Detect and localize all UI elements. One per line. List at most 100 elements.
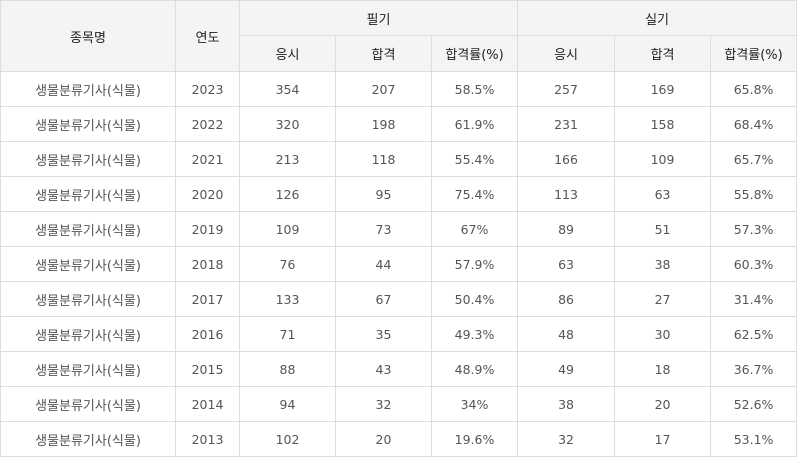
cell-practical-applicants: 49	[517, 351, 616, 387]
cell-practical-pass-rate: 60.3%	[710, 246, 797, 282]
cell-practical-passed: 158	[614, 106, 712, 142]
header-written-passed: 합격	[335, 35, 432, 72]
cell-written-passed: 73	[335, 211, 432, 247]
cell-written-pass-rate: 49.3%	[430, 316, 519, 352]
cell-written-pass-rate: 67%	[430, 211, 519, 247]
cell-written-pass-rate: 75.4%	[430, 176, 519, 212]
cell-practical-passed: 51	[614, 211, 712, 247]
header-practical: 실기	[517, 0, 797, 36]
cell-written-pass-rate: 50.4%	[430, 281, 519, 317]
header-subject: 종목명	[0, 0, 176, 72]
cell-practical-pass-rate: 36.7%	[710, 351, 797, 387]
cell-written-applicants: 71	[239, 316, 336, 352]
cell-subject: 생물분류기사(식물)	[0, 176, 176, 212]
cell-practical-pass-rate: 57.3%	[710, 211, 797, 247]
cell-year: 2016	[175, 316, 240, 352]
table-row: 생물분류기사(식물) 2022 320 198 61.9% 231 158 68.4%	[0, 106, 797, 142]
header-written-applicants: 응시	[239, 35, 336, 72]
cell-year: 2015	[175, 351, 240, 387]
header-written: 필기	[238, 0, 519, 36]
header-practical-pass-rate: 합격률(%)	[710, 35, 797, 72]
table-row: 생물분류기사(식물) 2018 76 44 57.9% 63 38 60.3%	[0, 246, 797, 282]
cell-written-pass-rate: 48.9%	[430, 351, 519, 387]
cell-subject: 생물분류기사(식물)	[0, 71, 176, 107]
cell-practical-passed: 63	[614, 176, 712, 212]
cell-written-pass-rate: 34%	[430, 386, 519, 422]
cell-written-applicants: 109	[239, 211, 336, 247]
cell-written-passed: 20	[335, 421, 432, 457]
cell-written-applicants: 320	[239, 106, 336, 142]
cell-written-passed: 207	[335, 71, 432, 107]
cell-subject: 생물분류기사(식물)	[0, 281, 176, 317]
cell-practical-passed: 18	[614, 351, 712, 387]
cell-practical-applicants: 86	[517, 281, 616, 317]
header-written-pass-rate: 합격률(%)	[430, 35, 519, 72]
table-row: 생물분류기사(식물) 2019 109 73 67% 89 51 57.3%	[0, 211, 797, 247]
cell-written-pass-rate: 61.9%	[430, 106, 519, 142]
cell-subject: 생물분류기사(식물)	[0, 386, 176, 422]
cell-practical-applicants: 231	[517, 106, 616, 142]
cell-subject: 생물분류기사(식물)	[0, 106, 176, 142]
cell-year: 2020	[175, 176, 240, 212]
cell-year: 2022	[175, 106, 240, 142]
table-row: 생물분류기사(식물) 2016 71 35 49.3% 48 30 62.5%	[0, 316, 797, 352]
cell-written-passed: 43	[335, 351, 432, 387]
cell-practical-applicants: 257	[517, 71, 616, 107]
cell-written-applicants: 76	[239, 246, 336, 282]
cell-practical-passed: 20	[614, 386, 712, 422]
cell-written-applicants: 213	[239, 141, 336, 177]
cell-subject: 생물분류기사(식물)	[0, 246, 176, 282]
cell-year: 2014	[175, 386, 240, 422]
cell-practical-applicants: 63	[517, 246, 616, 282]
cell-practical-passed: 109	[614, 141, 712, 177]
cell-practical-applicants: 38	[517, 386, 616, 422]
cell-year: 2017	[175, 281, 240, 317]
cell-practical-applicants: 113	[517, 176, 616, 212]
table-row: 생물분류기사(식물) 2013 102 20 19.6% 32 17 53.1%	[0, 421, 797, 457]
cell-practical-pass-rate: 53.1%	[710, 421, 797, 457]
cell-practical-applicants: 32	[517, 421, 616, 457]
cell-written-passed: 35	[335, 316, 432, 352]
cell-subject: 생물분류기사(식물)	[0, 316, 176, 352]
cell-subject: 생물분류기사(식물)	[0, 141, 176, 177]
cell-written-pass-rate: 19.6%	[430, 421, 519, 457]
cell-subject: 생물분류기사(식물)	[0, 211, 176, 247]
cell-practical-pass-rate: 65.8%	[710, 71, 797, 107]
header-practical-passed: 합격	[614, 35, 712, 72]
cell-written-passed: 32	[335, 386, 432, 422]
table-body: 생물분류기사(식물) 2023 354 207 58.5% 257 169 65.8% 생물분류…	[0, 71, 797, 457]
table-row: 생물분류기사(식물) 2020 126 95 75.4% 113 63 55.8%	[0, 176, 797, 212]
cell-written-applicants: 354	[239, 71, 336, 107]
cell-practical-applicants: 48	[517, 316, 616, 352]
cell-subject: 생물분류기사(식물)	[0, 421, 176, 457]
cell-written-passed: 67	[335, 281, 432, 317]
header-row-group: 종목명 연도 필기 실기	[0, 0, 797, 72]
cell-written-pass-rate: 57.9%	[430, 246, 519, 282]
cell-year: 2019	[175, 211, 240, 247]
cell-practical-pass-rate: 55.8%	[710, 176, 797, 212]
header-year: 연도	[175, 0, 240, 72]
cell-written-passed: 95	[335, 176, 432, 212]
cell-written-passed: 44	[335, 246, 432, 282]
cell-practical-pass-rate: 68.4%	[710, 106, 797, 142]
cell-written-applicants: 102	[239, 421, 336, 457]
cell-year: 2013	[175, 421, 240, 457]
cell-year: 2018	[175, 246, 240, 282]
cell-year: 2023	[175, 71, 240, 107]
table-row: 생물분류기사(식물) 2021 213 118 55.4% 166 109 65.7%	[0, 141, 797, 177]
cell-written-applicants: 94	[239, 386, 336, 422]
table-row: 생물분류기사(식물) 2023 354 207 58.5% 257 169 65.8%	[0, 71, 797, 107]
cell-practical-passed: 30	[614, 316, 712, 352]
cell-practical-pass-rate: 62.5%	[710, 316, 797, 352]
cell-subject: 생물분류기사(식물)	[0, 351, 176, 387]
header-practical-applicants: 응시	[517, 35, 616, 72]
cell-practical-applicants: 89	[517, 211, 616, 247]
header-row-sub: 응시 합격 합격률(%) 응시 합격 합격률(%)	[1, 35, 797, 72]
cell-practical-passed: 27	[614, 281, 712, 317]
cell-written-applicants: 126	[239, 176, 336, 212]
cell-written-passed: 118	[335, 141, 432, 177]
cell-practical-passed: 17	[614, 421, 712, 457]
cell-practical-applicants: 166	[517, 141, 616, 177]
cell-written-applicants: 133	[239, 281, 336, 317]
